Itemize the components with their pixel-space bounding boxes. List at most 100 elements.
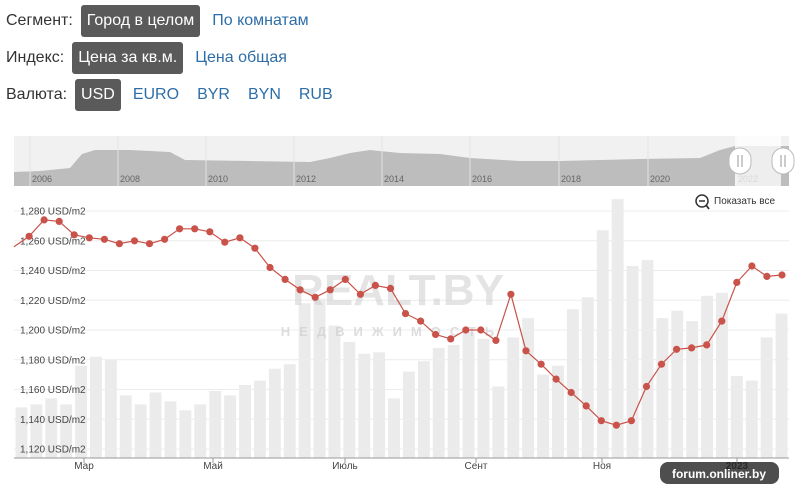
price-point[interactable]: [447, 335, 455, 343]
price-point[interactable]: [492, 336, 500, 344]
y-tick-label: 1,220 USD/m2: [20, 296, 86, 307]
price-point[interactable]: [688, 344, 696, 352]
watermark: REALT.BY НЕДВИЖИМОСТЬ: [281, 266, 504, 339]
price-point[interactable]: [522, 347, 530, 355]
price-point[interactable]: [326, 286, 334, 294]
currency-option-rub[interactable]: RUB: [298, 86, 333, 103]
volume-bar: [268, 368, 281, 458]
price-point[interactable]: [718, 317, 726, 325]
volume-bar: [403, 371, 415, 458]
price-point[interactable]: [85, 234, 93, 242]
volume-bar: [75, 365, 87, 458]
navigator-area: [14, 146, 789, 186]
volume-bar: [775, 313, 788, 458]
price-point[interactable]: [567, 388, 575, 397]
price-point[interactable]: [176, 225, 184, 233]
volume-bar: [30, 404, 43, 458]
price-point[interactable]: [296, 286, 304, 294]
volume-bar: [641, 260, 654, 458]
price-point[interactable]: [582, 402, 590, 410]
price-point[interactable]: [657, 360, 666, 368]
segment-label: Сегмент:: [6, 12, 73, 29]
volume-bar: [462, 331, 475, 458]
price-point[interactable]: [763, 272, 771, 280]
price-point[interactable]: [417, 317, 425, 325]
navigator-year-label: 2020: [650, 174, 670, 184]
price-point[interactable]: [145, 240, 154, 248]
navigator-year-label: 2008: [120, 174, 140, 184]
price-point[interactable]: [371, 281, 379, 289]
currency-filter: Валюта: USD EURO BYR BYN RUB: [6, 78, 345, 112]
price-point[interactable]: [477, 326, 485, 334]
y-tick-label: 1,240 USD/m2: [20, 266, 86, 277]
price-point[interactable]: [115, 240, 123, 248]
price-point[interactable]: [191, 225, 199, 233]
segment-option-city[interactable]: Город в целом: [80, 5, 201, 37]
index-option-total[interactable]: Цена общая: [195, 49, 287, 66]
navigator-year-label: 2016: [472, 174, 492, 184]
currency-option-byr[interactable]: BYR: [197, 86, 230, 103]
price-point[interactable]: [462, 326, 470, 334]
currency-option-byn[interactable]: BYN: [247, 86, 281, 103]
price-point[interactable]: [161, 235, 169, 243]
price-point[interactable]: [311, 293, 319, 301]
price-point[interactable]: [206, 228, 214, 236]
price-point[interactable]: [251, 244, 259, 252]
price-point[interactable]: [70, 231, 78, 239]
price-point[interactable]: [597, 417, 605, 425]
volume-bar: [283, 364, 296, 458]
reset-zoom-button[interactable]: Показать все: [695, 194, 775, 210]
forum-label: forum.onliner.by: [672, 467, 766, 481]
navigator-handle-left[interactable]: [728, 147, 752, 175]
price-point[interactable]: [703, 341, 711, 349]
price-point[interactable]: [642, 382, 651, 391]
segment-filter: Сегмент: Город в целом По комнатам: [6, 4, 321, 38]
currency-option-euro[interactable]: EURO: [132, 86, 180, 103]
price-point[interactable]: [748, 262, 756, 270]
price-point[interactable]: [537, 360, 545, 368]
price-point[interactable]: [673, 345, 681, 353]
y-tick-label: 1,140 USD/m2: [20, 415, 86, 426]
segment-option-rooms[interactable]: По комнатам: [212, 12, 309, 29]
volume-bar: [581, 297, 594, 458]
volume-bar: [417, 361, 430, 458]
volume-bar: [149, 392, 162, 458]
price-point[interactable]: [733, 278, 741, 286]
price-point[interactable]: [221, 238, 229, 246]
volume-bar: [239, 385, 251, 458]
navigator-handle-right[interactable]: [771, 147, 795, 175]
range-navigator[interactable]: 200620082010201220142016201820202022: [14, 136, 795, 186]
price-point[interactable]: [401, 310, 410, 318]
price-point[interactable]: [266, 263, 274, 272]
price-point[interactable]: [341, 275, 349, 283]
x-tick-label: Ноя: [593, 461, 611, 472]
price-point[interactable]: [612, 421, 621, 429]
reset-zoom-label: Показать все: [714, 196, 775, 207]
price-point[interactable]: [40, 216, 48, 224]
volume-bar: [388, 398, 400, 458]
y-tick-label: 1,260 USD/m2: [20, 236, 86, 247]
y-tick-label: 1,280 USD/m2: [20, 207, 86, 218]
volume-bar: [164, 401, 177, 458]
price-point[interactable]: [627, 417, 636, 425]
navigator-year-label: 2014: [384, 174, 404, 184]
volume-bar: [656, 318, 669, 458]
price-point[interactable]: [100, 235, 108, 243]
volume-bar: [104, 359, 117, 459]
index-option-per-sqm[interactable]: Цена за кв.м.: [72, 42, 184, 74]
price-point[interactable]: [25, 232, 33, 240]
price-point[interactable]: [55, 217, 63, 225]
price-point[interactable]: [356, 290, 364, 298]
price-point[interactable]: [130, 237, 139, 245]
zoom-out-icon: [695, 194, 709, 208]
price-point[interactable]: [552, 375, 560, 383]
price-point[interactable]: [778, 271, 786, 279]
volume-bar: [358, 353, 371, 458]
currency-option-usd[interactable]: USD: [75, 79, 121, 111]
price-point[interactable]: [281, 275, 289, 283]
price-point[interactable]: [432, 330, 440, 339]
price-point[interactable]: [386, 284, 395, 292]
price-point[interactable]: [236, 234, 244, 242]
price-point[interactable]: [507, 290, 515, 298]
volume-bar: [224, 395, 237, 458]
